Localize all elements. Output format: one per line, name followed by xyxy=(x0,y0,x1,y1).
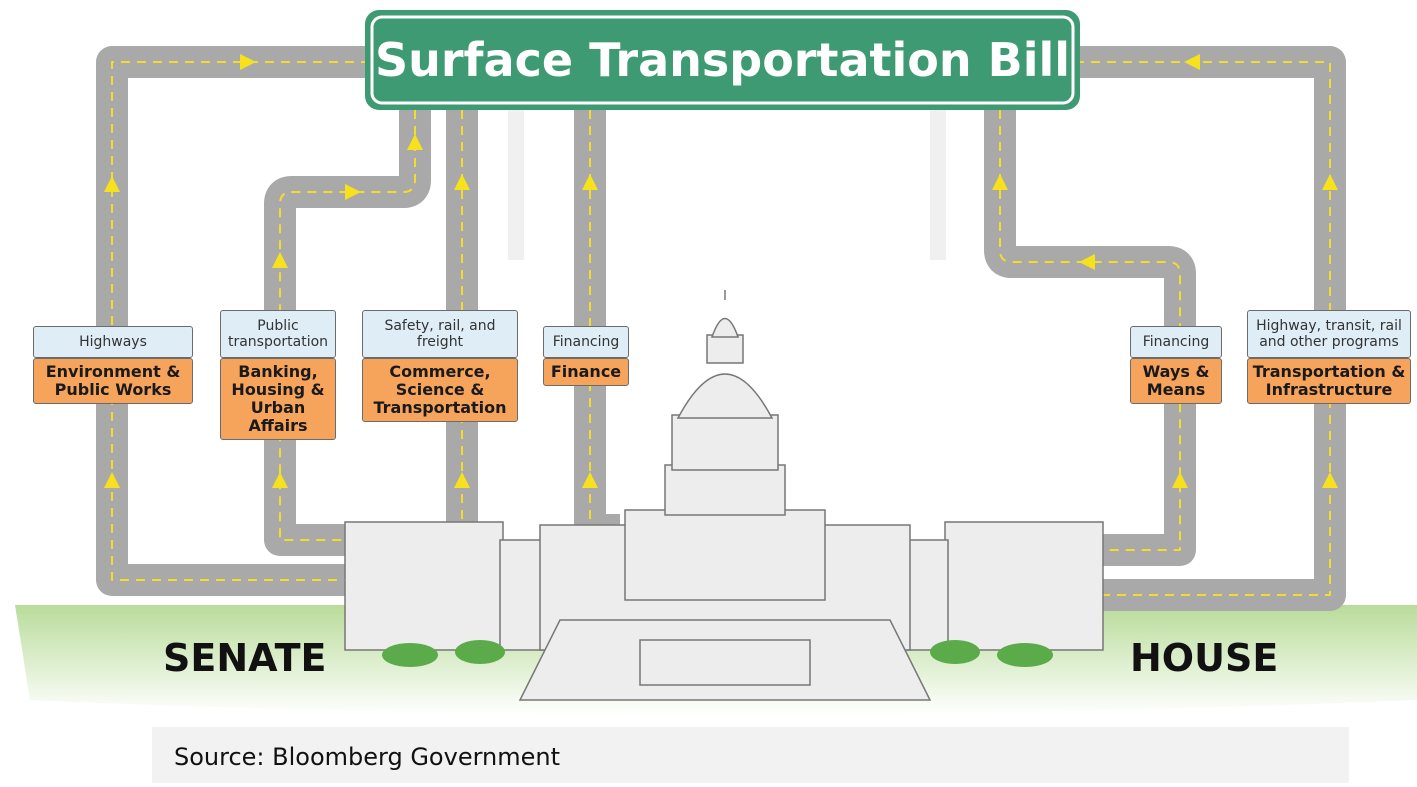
sign-posts xyxy=(508,110,946,260)
committee-topic: Safety, rail, and freight xyxy=(362,310,518,358)
committee-topic: Public transportation xyxy=(220,310,336,358)
committee: Highway, transit, rail and other program… xyxy=(1247,310,1411,404)
committee-topic: Financing xyxy=(1130,326,1222,358)
committee-name: Banking, Housing & Urban Affairs xyxy=(220,358,336,440)
committee-topic: Highways xyxy=(33,326,193,358)
committee: Safety, rail, and freight Commerce, Scie… xyxy=(362,310,518,422)
committee-name: Finance xyxy=(543,358,629,386)
committee: Highways Environment & Public Works xyxy=(33,326,193,404)
committee-topic: Highway, transit, rail and other program… xyxy=(1247,310,1411,358)
title: Surface Transportation Bill xyxy=(365,10,1080,110)
chamber-label: HOUSE xyxy=(1130,636,1278,680)
committee: Financing Finance xyxy=(543,326,629,386)
committee-name: Ways & Means xyxy=(1130,358,1222,404)
diagram: Surface Transportation Bill Highways Env… xyxy=(0,0,1417,783)
committee-name: Environment & Public Works xyxy=(33,358,193,404)
committee: Public transportation Banking, Housing &… xyxy=(220,310,336,440)
committee: Financing Ways & Means xyxy=(1130,326,1222,404)
committee-name: Transportation & Infrastructure xyxy=(1247,358,1411,404)
committee-name: Commerce, Science & Transportation xyxy=(362,358,518,422)
chamber-label: SENATE xyxy=(163,636,326,680)
committee-topic: Financing xyxy=(543,326,629,358)
source: Source: Bloomberg Government xyxy=(152,727,1349,783)
